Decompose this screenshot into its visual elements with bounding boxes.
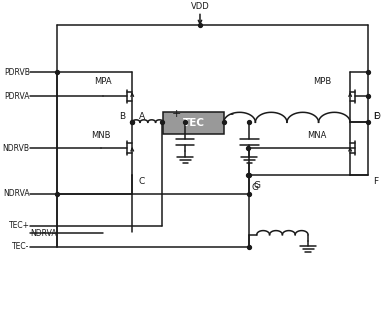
Text: TEC+: TEC+: [9, 221, 30, 230]
Text: F: F: [373, 177, 378, 186]
Text: C: C: [139, 177, 145, 186]
Text: NDRVA: NDRVA: [30, 229, 57, 238]
Text: A: A: [139, 112, 145, 121]
Text: TEC: TEC: [183, 118, 205, 128]
Text: NDRVA: NDRVA: [3, 189, 30, 198]
Text: +: +: [172, 109, 181, 119]
Text: MPB: MPB: [314, 77, 332, 86]
Text: D: D: [373, 112, 380, 121]
Text: MPA: MPA: [94, 77, 112, 86]
Text: G: G: [254, 181, 261, 191]
Text: NDRVB: NDRVB: [3, 144, 30, 152]
Text: B: B: [119, 112, 126, 121]
Text: MNA: MNA: [307, 131, 327, 140]
Text: -: -: [229, 109, 233, 119]
Text: MNB: MNB: [91, 131, 111, 140]
Text: E: E: [373, 112, 378, 121]
Text: PDRVA: PDRVA: [4, 92, 30, 101]
Text: G: G: [252, 183, 259, 192]
Text: VDD: VDD: [191, 2, 209, 10]
Text: PDRVB: PDRVB: [4, 68, 30, 77]
Text: TEC-: TEC-: [12, 242, 30, 251]
FancyBboxPatch shape: [163, 112, 224, 135]
